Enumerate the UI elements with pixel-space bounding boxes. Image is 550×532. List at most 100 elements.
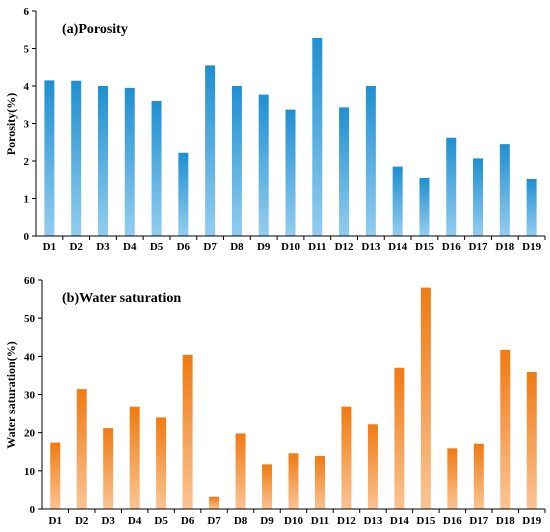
porosity-y-tick-label: 4 [24,81,30,93]
water-saturation-bar-d18 [500,349,511,509]
water-saturation-y-tick-label: 20 [24,428,36,440]
water-saturation-x-tick-label-d8: D8 [234,515,248,527]
porosity-bar-d2 [71,80,82,236]
porosity-bar-d11 [312,38,323,236]
porosity-bar-d4 [124,87,135,236]
porosity-bars [44,38,537,236]
water-saturation-bar-d10 [288,453,299,509]
porosity-chart: (a)Porosity Porosity(%) 0 1 2 3 4 5 6 D1 D2 D3 D4… [4,6,546,253]
water-saturation-bar-d9 [262,464,273,509]
water-saturation-x-tick-label-d12: D12 [337,515,356,527]
porosity-chart-title: (a)Porosity [62,22,128,37]
water-saturation-bar-d3 [103,428,114,509]
porosity-x-tick-label-d4: D4 [123,241,137,253]
porosity-bar-d17 [473,158,484,236]
water-saturation-bar-d13 [367,424,378,509]
water-saturation-x-tick-label-d9: D9 [260,515,274,527]
porosity-x-tick-label-d5: D5 [150,241,164,253]
porosity-y-ticks: 0 1 2 3 4 5 6 [24,6,36,243]
water-saturation-y-tick-label: 10 [24,466,36,478]
porosity-y-tick-label: 0 [24,231,30,243]
porosity-bar-d8 [231,86,242,236]
porosity-bar-d6 [178,152,189,236]
porosity-bar-d15 [419,177,430,236]
water-saturation-x-tick-label-d19: D19 [522,515,541,527]
water-saturation-bar-d15 [420,287,431,509]
porosity-x-tick-label-d13: D13 [361,241,380,253]
porosity-x-tick-label-d10: D10 [281,241,300,253]
water-saturation-bar-d2 [76,389,87,509]
porosity-y-tick-label: 3 [24,119,30,131]
porosity-y-axis-label: Porosity(%) [4,93,18,155]
water-saturation-x-ticks: D1 D2 D3 D4 D5 D6 D7 D8 D9 D10 D11 D12 D13 D14 D15 D16 D… [49,509,546,527]
water-saturation-bars [50,287,537,509]
porosity-y-tick-label: 1 [24,194,30,206]
porosity-x-tick-label-d2: D2 [69,241,83,253]
porosity-x-tick-label-d11: D11 [308,241,326,253]
water-saturation-y-tick-label: 60 [24,275,36,287]
water-saturation-x-tick-label-d10: D10 [284,515,303,527]
water-saturation-x-tick-label-d7: D7 [207,515,221,527]
water-saturation-x-tick-label-d3: D3 [101,515,115,527]
water-saturation-x-tick-label-d15: D15 [416,515,435,527]
porosity-x-tick-label-d19: D19 [522,241,541,253]
water-saturation-bar-d11 [314,455,325,509]
water-saturation-bar-d6 [182,354,193,509]
water-saturation-y-ticks: 0 10 20 30 40 50 60 [24,275,42,516]
water-saturation-x-tick-label-d4: D4 [128,515,142,527]
water-saturation-x-tick-label-d11: D11 [311,515,329,527]
water-saturation-x-tick-label-d2: D2 [75,515,89,527]
porosity-bar-d10 [285,109,296,236]
porosity-x-tick-label-d8: D8 [230,241,244,253]
water-saturation-y-tick-label: 50 [24,313,36,325]
porosity-bar-d7 [205,65,216,236]
porosity-bar-d18 [499,144,510,236]
porosity-x-tick-label-d14: D14 [388,241,407,253]
porosity-x-tick-label-d18: D18 [495,241,514,253]
porosity-bar-d5 [151,101,162,236]
porosity-x-tick-label-d16: D16 [442,241,461,253]
porosity-x-tick-label-d15: D15 [415,241,434,253]
porosity-y-tick-label: 6 [24,6,30,18]
porosity-x-ticks: D1 D2 D3 D4 D5 D6 D7 D8 D9 D10 D11 D12 D13 D14 D15 D16 D… [43,236,546,253]
water-saturation-x-tick-label-d17: D17 [469,515,488,527]
water-saturation-x-tick-label-d5: D5 [154,515,168,527]
porosity-x-tick-label-d3: D3 [96,241,110,253]
water-saturation-x-tick-label-d14: D14 [390,515,409,527]
porosity-bar-d16 [446,137,457,236]
water-saturation-x-tick-label-d16: D16 [443,515,462,527]
porosity-x-tick-label-d6: D6 [177,241,191,253]
porosity-x-tick-label-d9: D9 [257,241,271,253]
porosity-bar-d12 [339,107,350,236]
water-saturation-bar-d14 [394,367,405,509]
water-saturation-x-tick-label-d6: D6 [181,515,195,527]
water-saturation-bar-d16 [447,448,458,509]
water-saturation-bar-d19 [526,371,537,509]
water-saturation-bar-d17 [473,443,484,509]
porosity-bar-d1 [44,80,55,236]
porosity-y-tick-label: 5 [24,44,30,56]
water-saturation-y-tick-label: 30 [24,390,36,402]
water-saturation-y-axis-label: Water saturation(%) [4,341,18,448]
water-saturation-bar-d8 [235,433,246,509]
porosity-y-tick-label: 2 [24,156,30,168]
water-saturation-bar-d4 [129,406,140,509]
water-saturation-y-tick-label: 40 [24,351,36,363]
water-saturation-x-tick-label-d18: D18 [496,515,515,527]
porosity-x-tick-label-d7: D7 [203,241,217,253]
porosity-bar-d13 [365,86,376,236]
water-saturation-bar-d12 [341,406,352,509]
water-saturation-bar-d5 [156,417,167,509]
porosity-bar-d19 [526,179,537,236]
water-saturation-bar-d7 [209,496,220,509]
porosity-x-tick-label-d12: D12 [335,241,354,253]
water-saturation-y-tick-label: 0 [30,504,36,516]
porosity-bar-d3 [97,86,108,236]
water-saturation-chart: (b)Water saturation Water saturation(%) … [4,275,546,527]
porosity-bar-d14 [392,166,403,236]
water-saturation-x-tick-label-d1: D1 [49,515,62,527]
porosity-x-tick-label-d1: D1 [43,241,56,253]
porosity-bar-d9 [258,94,269,236]
water-saturation-chart-title: (b)Water saturation [62,291,181,306]
